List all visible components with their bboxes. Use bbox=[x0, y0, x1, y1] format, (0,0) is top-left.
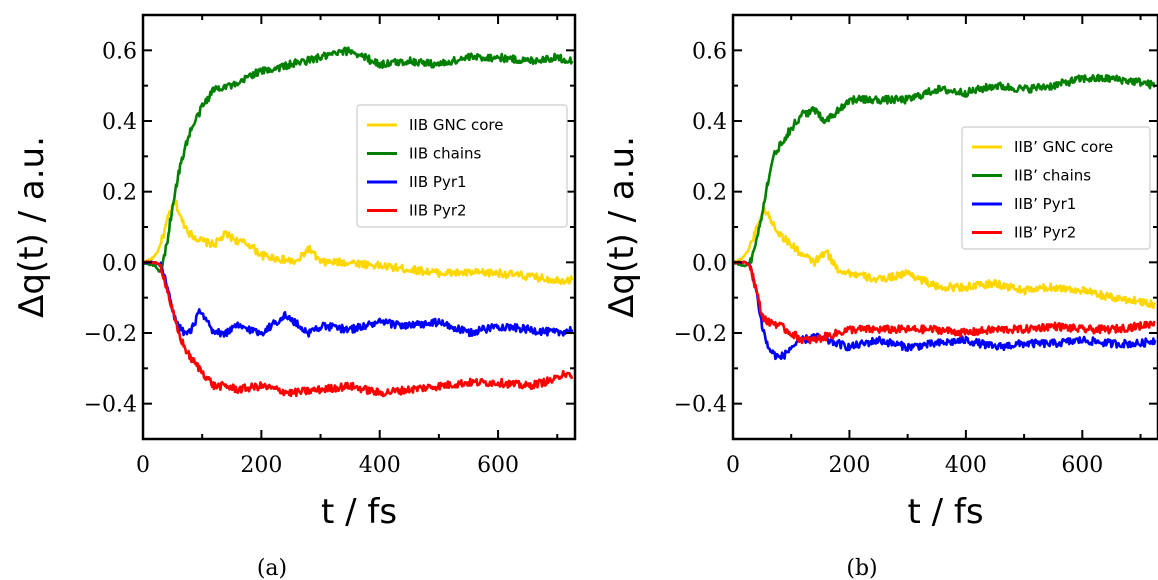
x-axis-title: t / fs bbox=[907, 492, 983, 532]
y-tick-label: 0.4 bbox=[102, 110, 137, 135]
series-line-iib-pyr1 bbox=[143, 260, 574, 338]
legend-label: IIB’ chains bbox=[1014, 167, 1091, 185]
x-tick-label: 600 bbox=[477, 453, 519, 478]
legend-label: IIB’ Pyr1 bbox=[1014, 195, 1076, 213]
legend: IIB GNC core IIB chains IIB Pyr1 IIB Pyr2 bbox=[356, 104, 568, 228]
panel-caption: (b) bbox=[846, 556, 877, 580]
legend-box bbox=[961, 126, 1151, 250]
x-tick-label: 400 bbox=[359, 453, 401, 478]
y-tick-label: −0.2 bbox=[84, 322, 137, 347]
series-line-iib-pyr2 bbox=[143, 260, 574, 398]
chart-panel-a: 0 200 400 600 −0.4 −0.2 0.0 0.2 0.4 0.6 t / fs Δq(t… bbox=[12, 13, 577, 580]
series-line-iib-pyr1 bbox=[733, 260, 1157, 361]
legend: IIB’ GNC core IIB’ chains IIB’ Pyr1 IIB’ Py… bbox=[961, 126, 1151, 250]
y-tick-label: 0.2 bbox=[102, 181, 137, 206]
legend-label: IIB chains bbox=[409, 145, 482, 163]
x-tick-label: 0 bbox=[726, 453, 740, 478]
y-axis-title: Δq(t) / a.u. bbox=[602, 136, 642, 318]
y-tick-label: 0.6 bbox=[102, 39, 137, 64]
y-tick-label: −0.4 bbox=[674, 393, 727, 418]
y-tick-label: 0.4 bbox=[692, 110, 727, 135]
legend-label: IIB GNC core bbox=[409, 116, 503, 134]
x-axis-title: t / fs bbox=[321, 492, 397, 532]
panel-caption: (a) bbox=[257, 556, 287, 580]
y-tick-label: 0.0 bbox=[102, 251, 137, 276]
series-line-iib-chains bbox=[143, 46, 574, 273]
y-axis-title: Δq(t) / a.u. bbox=[12, 136, 52, 318]
legend-label: IIB Pyr2 bbox=[409, 202, 467, 220]
x-tick-label: 600 bbox=[1061, 453, 1103, 478]
legend-box bbox=[356, 104, 568, 228]
legend-label: IIB’ Pyr2 bbox=[1014, 224, 1076, 242]
y-tick-label: −0.4 bbox=[84, 393, 137, 418]
x-tick-label: 200 bbox=[240, 453, 282, 478]
series-line-iib-gnc-core bbox=[733, 206, 1157, 310]
series-line-iib-gnc-core bbox=[143, 199, 574, 286]
legend-label: IIB’ GNC core bbox=[1014, 138, 1113, 156]
chart-panel-b: 0 200 400 600 −0.4 −0.2 0.0 0.2 0.4 0.6 t / fs Δq(t… bbox=[602, 13, 1158, 580]
y-tick-label: 0.6 bbox=[692, 39, 727, 64]
legend-label: IIB Pyr1 bbox=[409, 173, 467, 191]
series-line-iib-pyr2 bbox=[733, 260, 1156, 345]
y-tick-label: −0.2 bbox=[674, 322, 727, 347]
series-line-iib-chains bbox=[733, 73, 1156, 268]
y-tick-label: 0.2 bbox=[692, 181, 727, 206]
x-tick-label: 0 bbox=[136, 453, 150, 478]
x-tick-label: 400 bbox=[945, 453, 987, 478]
y-tick-label: 0.0 bbox=[692, 251, 727, 276]
x-tick-label: 200 bbox=[828, 453, 870, 478]
